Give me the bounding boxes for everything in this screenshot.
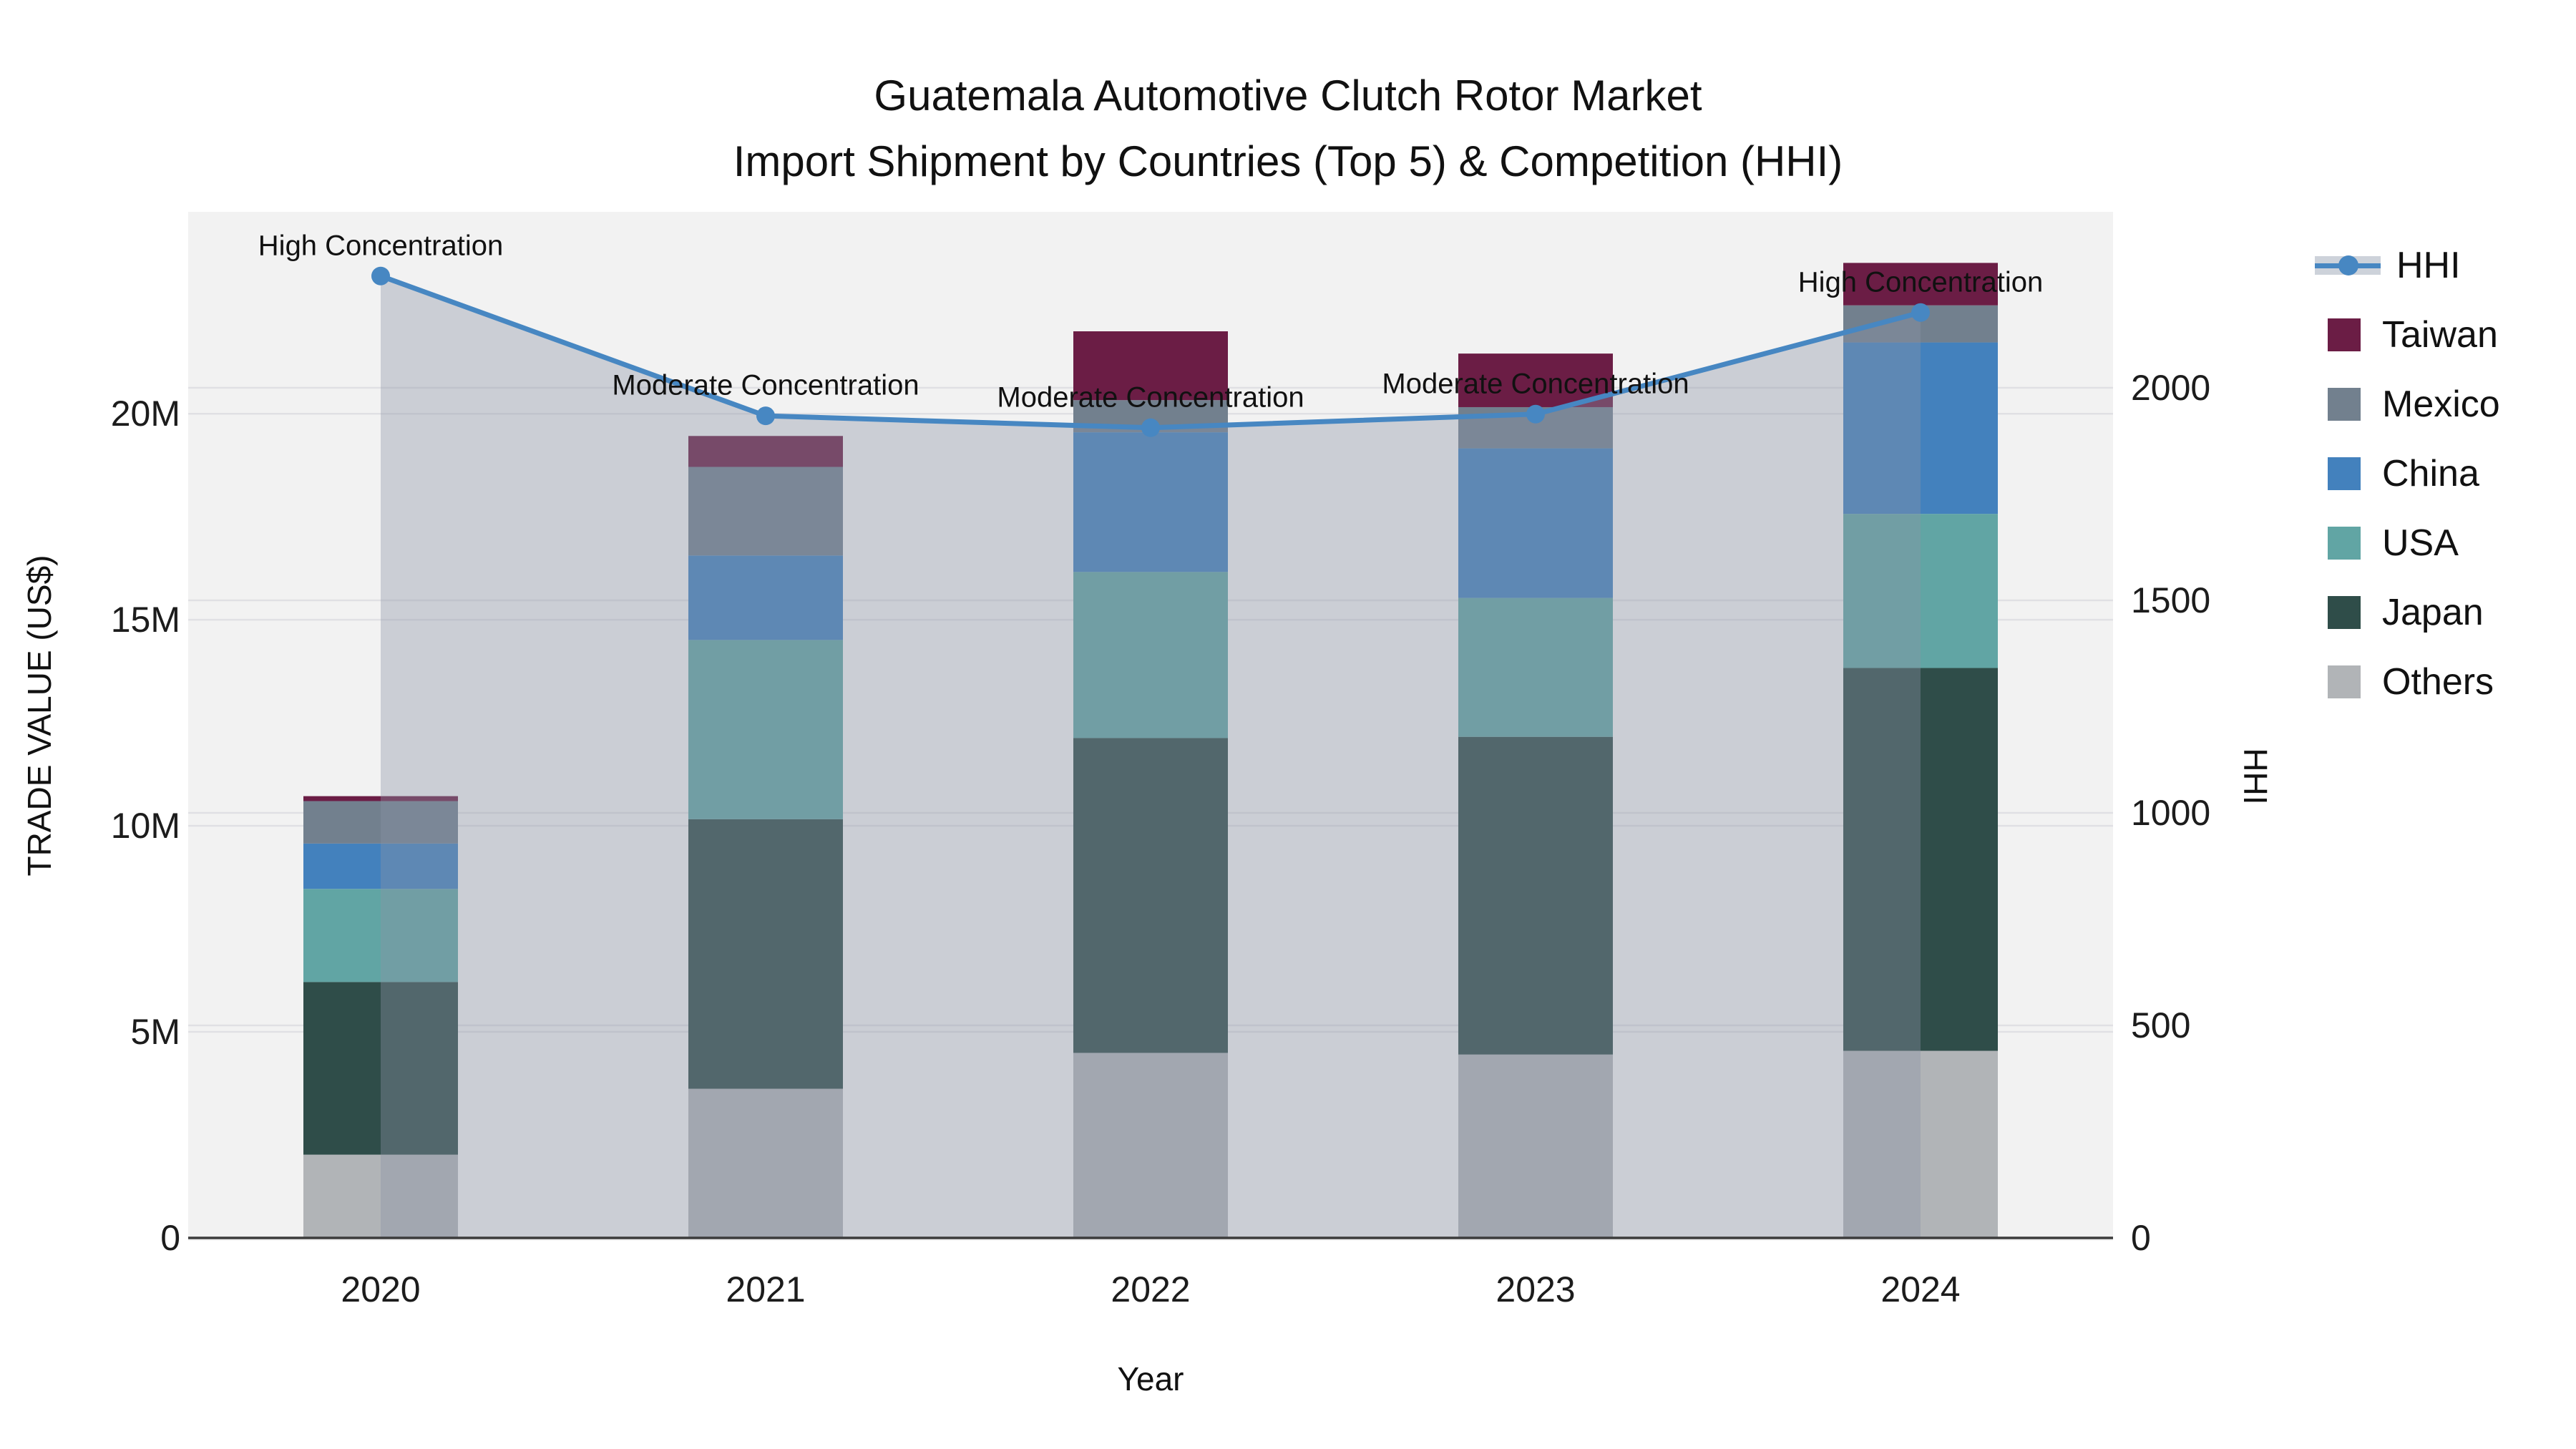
hhi-line-swatch-icon (2315, 255, 2381, 276)
hhi-area-fill (381, 275, 1921, 1239)
annotation-2023: Moderate Concentration (1382, 368, 1689, 400)
legend-swatch-icon (2328, 387, 2361, 421)
hhi-marker-2020 (371, 266, 390, 286)
legend-label: China (2382, 452, 2479, 494)
bar-segment-japan-2024 (1843, 668, 1998, 1051)
chart-title-line2: Import Shipment by Countries (Top 5) & C… (733, 137, 1843, 185)
x-tick-2024: 2024 (1880, 1269, 1961, 1309)
legend-item-hhi[interactable]: HHI (2315, 230, 2500, 300)
bar-segment-others-2022 (1073, 1053, 1228, 1238)
legend: HHI Taiwan Mexico China USA Japan Others (2315, 230, 2500, 716)
x-tick-2020: 2020 (341, 1269, 421, 1309)
bar-segment-others-2023 (1458, 1054, 1613, 1238)
y-right-tick-500: 500 (2131, 1005, 2191, 1045)
x-axis-title: Year (1117, 1360, 1184, 1397)
legend-swatch-icon (2328, 457, 2361, 490)
bar-segment-taiwan-2024 (1843, 263, 1998, 306)
bar-segment-japan-2022 (1073, 738, 1228, 1053)
bar-segment-china-2020 (303, 843, 458, 889)
y-left-axis-title: TRADE VALUE (US$) (21, 555, 58, 877)
bar-segment-others-2020 (303, 1154, 458, 1238)
bar-segment-mexico-2021 (688, 467, 843, 556)
legend-label: Japan (2382, 591, 2484, 633)
bar-segment-taiwan-2022 (1073, 331, 1228, 401)
annotation-2020: High Concentration (258, 230, 504, 262)
hhi-marker-2021 (756, 406, 775, 426)
y-left-tick-20M: 20M (110, 394, 180, 434)
bar-segment-usa-2022 (1073, 572, 1228, 738)
bar-segment-usa-2023 (1458, 597, 1613, 737)
bar-segment-usa-2020 (303, 889, 458, 982)
legend-item-china[interactable]: China (2315, 439, 2500, 508)
bar-segment-others-2024 (1843, 1050, 1998, 1238)
legend-swatch-icon (2328, 665, 2361, 698)
legend-label: Others (2382, 660, 2494, 703)
bar-segment-china-2022 (1073, 432, 1228, 572)
x-tick-2021: 2021 (726, 1269, 806, 1309)
legend-label: Taiwan (2382, 313, 2498, 356)
legend-label: HHI (2396, 244, 2461, 286)
legend-item-others[interactable]: Others (2315, 647, 2500, 716)
chart-title-line1: Guatemala Automotive Clutch Rotor Market (874, 72, 1702, 119)
bar-segment-taiwan-2021 (688, 436, 843, 467)
bar-segment-taiwan-2020 (303, 796, 458, 801)
annotation-2024: High Concentration (1797, 266, 2044, 298)
bar-segment-china-2024 (1843, 342, 1998, 514)
legend-swatch-icon (2328, 318, 2361, 351)
annotation-2022: Moderate Concentration (997, 381, 1304, 414)
bar-segment-mexico-2020 (303, 801, 458, 844)
y-right-tick-2000: 2000 (2131, 367, 2211, 408)
y-left-tick-0: 0 (160, 1218, 180, 1258)
annotation-2021: Moderate Concentration (612, 369, 919, 401)
legend-item-usa[interactable]: USA (2315, 508, 2500, 577)
bar-segment-usa-2021 (688, 640, 843, 819)
bar-segment-china-2021 (688, 555, 843, 640)
y-right-tick-1500: 1500 (2131, 580, 2211, 620)
y-right-tick-1000: 1000 (2131, 792, 2211, 833)
y-left-tick-15M: 15M (110, 600, 180, 640)
hhi-marker-2023 (1526, 404, 1545, 424)
bar-segment-japan-2020 (303, 982, 458, 1155)
legend-label: USA (2382, 522, 2459, 564)
legend-swatch-icon (2328, 595, 2361, 629)
bar-segment-china-2023 (1458, 448, 1613, 598)
x-tick-2022: 2022 (1111, 1269, 1191, 1309)
hhi-marker-2024 (1911, 303, 1930, 322)
legend-item-mexico[interactable]: Mexico (2315, 369, 2500, 439)
bar-segment-usa-2024 (1843, 514, 1998, 668)
legend-item-taiwan[interactable]: Taiwan (2315, 300, 2500, 369)
y-right-axis-title: HHI (2237, 748, 2274, 805)
legend-swatch-icon (2328, 526, 2361, 560)
hhi-marker-2022 (1141, 418, 1160, 437)
y-right-tick-0: 0 (2131, 1218, 2151, 1258)
legend-item-japan[interactable]: Japan (2315, 577, 2500, 647)
y-left-tick-5M: 5M (130, 1012, 180, 1053)
chart-title: Guatemala Automotive Clutch Rotor Market… (0, 63, 2576, 195)
legend-label: Mexico (2382, 383, 2500, 425)
bar-segment-others-2021 (688, 1088, 843, 1238)
x-tick-2023: 2023 (1496, 1269, 1576, 1309)
bar-segment-japan-2023 (1458, 736, 1613, 1055)
y-left-tick-10M: 10M (110, 806, 180, 847)
bar-segment-japan-2021 (688, 819, 843, 1089)
